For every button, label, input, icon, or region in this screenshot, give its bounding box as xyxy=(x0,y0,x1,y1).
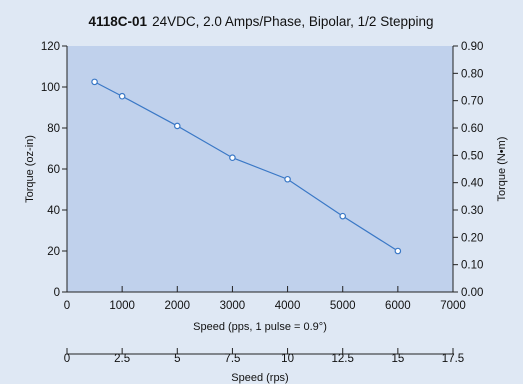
x-tick-label: 0 xyxy=(64,300,70,312)
x2-axis-title: Speed (rps) xyxy=(231,372,288,384)
torque-data-point xyxy=(173,122,181,130)
chart-title: 4118C-01 24VDC, 2.0 Amps/Phase, Bipolar, … xyxy=(89,14,434,29)
x-axis-title: Speed (pps, 1 pulse = 0.9°) xyxy=(193,321,327,333)
x-tick-label: 4000 xyxy=(275,300,301,312)
y-tick-label: 20 xyxy=(47,246,60,258)
y2-tick-label: 0.50 xyxy=(461,150,483,162)
x2-tick-label: 15 xyxy=(391,353,404,365)
x2-tick-label: 7.5 xyxy=(224,353,240,365)
x2-tick-label: 10 xyxy=(281,353,294,365)
x-tick-label: 5000 xyxy=(330,300,356,312)
y-tick-label: 80 xyxy=(47,123,60,135)
torque-data-point xyxy=(284,175,291,183)
y2-tick-label: 0.60 xyxy=(461,123,483,135)
y2-tick-label: 0.70 xyxy=(461,96,483,108)
x2-tick-label: 2.5 xyxy=(114,353,130,365)
y2-axis-title: Torque (N•m) xyxy=(496,137,508,202)
x2-tick-label: 17.5 xyxy=(442,353,464,365)
torque-data-point xyxy=(91,78,98,86)
y-tick-label: 100 xyxy=(41,82,60,94)
y2-tick-label: 0.10 xyxy=(461,260,483,272)
x-tick-label: 7000 xyxy=(440,300,466,312)
y-tick-label: 60 xyxy=(47,164,60,176)
y2-tick-label: 0.40 xyxy=(461,178,483,190)
y-tick-label: 0 xyxy=(54,287,60,299)
torque-data-point xyxy=(229,154,236,162)
y-tick-label: 120 xyxy=(41,41,60,53)
x2-tick-label: 12.5 xyxy=(332,353,354,365)
y-axis-title: Torque (oz-in) xyxy=(24,135,36,203)
x2-tick-label: 5 xyxy=(174,353,180,365)
torque-data-point xyxy=(339,212,347,220)
x-tick-label: 6000 xyxy=(385,300,411,312)
x-tick-label: 1000 xyxy=(109,300,135,312)
x2-tick-label: 0 xyxy=(64,353,70,365)
chart-title-conditions: 24VDC, 2.0 Amps/Phase, Bipolar, 1/2 Step… xyxy=(152,14,433,29)
x-tick-label: 3000 xyxy=(220,300,246,312)
torque-data-point xyxy=(118,92,126,100)
x-tick-label: 2000 xyxy=(164,300,190,312)
y2-tick-label: 0.20 xyxy=(461,232,483,244)
torque-data-point xyxy=(394,247,402,255)
chart-title-model: 4118C-01 xyxy=(89,14,148,29)
y2-tick-label: 0.30 xyxy=(461,205,483,217)
y2-tick-label: 0.90 xyxy=(461,41,483,53)
y-tick-label: 40 xyxy=(47,205,60,217)
y2-tick-label: 0.00 xyxy=(461,287,483,299)
y2-tick-label: 0.80 xyxy=(461,68,483,80)
